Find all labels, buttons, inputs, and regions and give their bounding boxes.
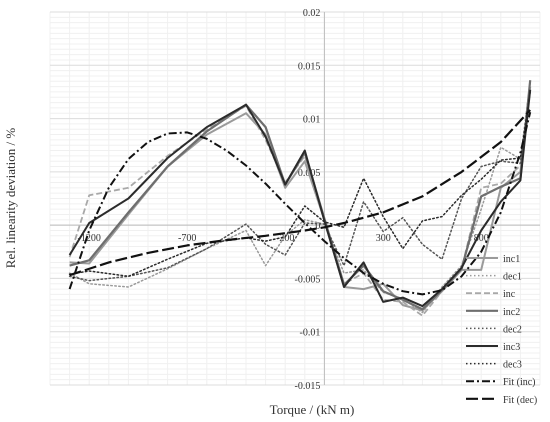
x-tick-label: -1200	[78, 233, 101, 244]
y-axis-label: Rel. linearity deviation / %	[3, 128, 18, 269]
y-tick-label: -0.005	[295, 274, 321, 285]
legend-label: inc	[503, 289, 516, 300]
gridlines	[49, 11, 541, 386]
x-tick-label: -700	[178, 233, 196, 244]
legend-label: inc2	[503, 307, 520, 318]
series-line-fit-inc	[68, 111, 532, 296]
legend-label: dec3	[503, 360, 522, 371]
tick-labels: -1200 -700 -200 300 800 -0.015 -0.01 -0.005 0 0.0…	[78, 8, 489, 392]
y-tick-label: 0.02	[303, 8, 321, 19]
series-line-fit-dec	[69, 109, 532, 277]
legend-label: dec2	[503, 324, 522, 335]
legend-label: Fit (inc)	[503, 377, 536, 388]
legend: inc1 dec1 inc inc2 dec2 inc3 dec3 Fit (inc) Fit …	[466, 254, 537, 406]
series-lines	[68, 80, 532, 317]
x-tick-label: -200	[276, 233, 294, 244]
y-tick-label: 0	[315, 221, 320, 232]
series-line-inc3	[68, 89, 532, 308]
y-tick-label: -0.01	[300, 328, 321, 339]
y-tick-label: -0.015	[295, 381, 321, 392]
legend-label: inc1	[503, 254, 520, 265]
y-tick-label: 0.015	[298, 61, 321, 72]
legend-label: dec1	[503, 272, 522, 283]
x-tick-label: 800	[474, 233, 489, 244]
axes	[50, 12, 540, 385]
series-line-dec3	[68, 91, 531, 278]
legend-label: Fit (dec)	[503, 395, 537, 406]
legend-label: inc3	[503, 342, 520, 353]
x-tick-label: 300	[376, 233, 391, 244]
series-line-dec2	[68, 91, 531, 282]
y-tick-label: 0.01	[303, 115, 321, 126]
x-axis-label: Torque / (kN m)	[270, 402, 355, 417]
